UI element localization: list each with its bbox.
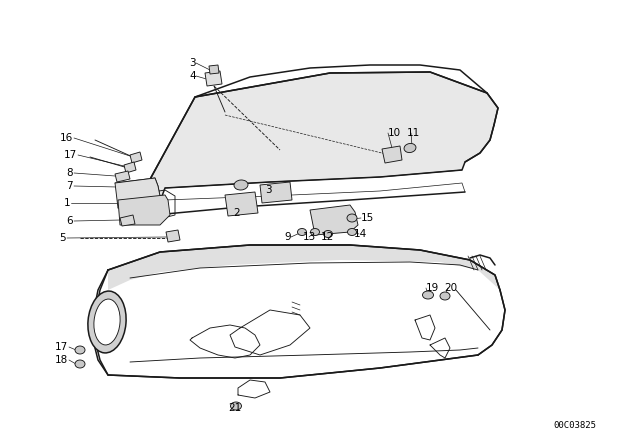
Text: 20: 20 <box>444 283 457 293</box>
Text: 7: 7 <box>67 181 73 191</box>
Text: 3: 3 <box>189 58 196 68</box>
Polygon shape <box>120 215 135 226</box>
Ellipse shape <box>310 228 319 236</box>
Text: 10: 10 <box>388 128 401 138</box>
Text: 00C03825: 00C03825 <box>554 421 596 430</box>
Text: 18: 18 <box>55 355 68 365</box>
Polygon shape <box>124 162 136 173</box>
Text: 1: 1 <box>63 198 70 208</box>
Text: 17: 17 <box>55 342 68 352</box>
Ellipse shape <box>347 214 357 222</box>
Text: 2: 2 <box>234 208 240 218</box>
Text: 6: 6 <box>67 216 73 226</box>
Polygon shape <box>166 230 180 242</box>
Text: 21: 21 <box>228 403 241 413</box>
Polygon shape <box>130 152 142 163</box>
Ellipse shape <box>323 231 333 237</box>
Text: 14: 14 <box>354 229 367 239</box>
Ellipse shape <box>348 228 356 236</box>
Ellipse shape <box>230 402 241 410</box>
Polygon shape <box>382 146 402 163</box>
Polygon shape <box>205 71 222 86</box>
Ellipse shape <box>404 143 416 153</box>
Polygon shape <box>115 178 160 208</box>
Polygon shape <box>118 195 170 225</box>
Text: 12: 12 <box>321 232 334 242</box>
Text: 17: 17 <box>64 150 77 160</box>
Polygon shape <box>310 205 358 235</box>
Polygon shape <box>260 182 292 203</box>
Ellipse shape <box>440 292 450 300</box>
Polygon shape <box>148 72 498 215</box>
Text: 4: 4 <box>189 71 196 81</box>
Text: 8: 8 <box>67 168 73 178</box>
Polygon shape <box>115 171 130 182</box>
Text: 3: 3 <box>265 185 271 195</box>
Ellipse shape <box>234 180 248 190</box>
Ellipse shape <box>88 291 126 353</box>
Text: 5: 5 <box>60 233 66 243</box>
Ellipse shape <box>298 228 307 236</box>
Polygon shape <box>108 245 500 290</box>
Ellipse shape <box>422 291 433 299</box>
Text: 19: 19 <box>426 283 439 293</box>
Ellipse shape <box>94 299 120 345</box>
Text: 13: 13 <box>303 232 316 242</box>
Text: 11: 11 <box>407 128 420 138</box>
Text: 9: 9 <box>284 232 291 242</box>
Text: 16: 16 <box>60 133 73 143</box>
Polygon shape <box>209 65 219 74</box>
Text: 15: 15 <box>361 213 374 223</box>
Polygon shape <box>225 192 258 216</box>
Ellipse shape <box>75 360 85 368</box>
Ellipse shape <box>75 346 85 354</box>
